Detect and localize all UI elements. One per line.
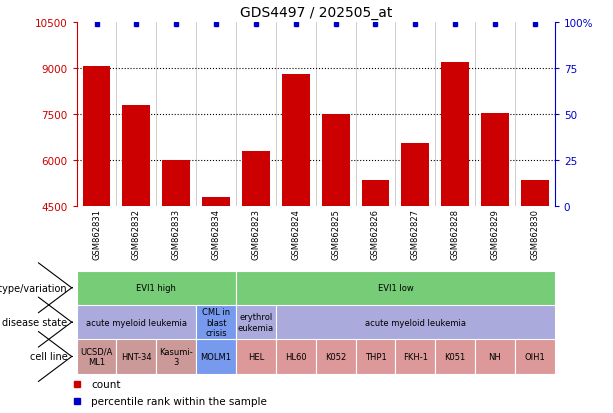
Text: CML in
blast
crisis: CML in blast crisis xyxy=(202,308,230,337)
Bar xyxy=(202,198,230,207)
Bar xyxy=(515,339,555,374)
Text: K052: K052 xyxy=(325,352,346,361)
Text: UCSD/A
ML1: UCSD/A ML1 xyxy=(80,347,113,366)
Text: disease state: disease state xyxy=(2,317,67,328)
Text: FKH-1: FKH-1 xyxy=(403,352,428,361)
Bar xyxy=(116,339,156,374)
Bar xyxy=(481,113,509,207)
Text: erythrol
eukemia: erythrol eukemia xyxy=(238,313,274,332)
Bar xyxy=(83,67,110,207)
Bar xyxy=(402,144,429,207)
Bar xyxy=(156,339,196,374)
Text: Kasumi-
3: Kasumi- 3 xyxy=(159,347,193,366)
Bar xyxy=(316,339,356,374)
Bar xyxy=(521,181,549,207)
Text: cell line: cell line xyxy=(29,351,67,362)
Text: acute myeloid leukemia: acute myeloid leukemia xyxy=(365,318,466,327)
Text: HEL: HEL xyxy=(248,352,264,361)
Bar xyxy=(356,339,395,374)
Bar xyxy=(435,339,475,374)
Bar xyxy=(276,305,555,339)
Text: count: count xyxy=(91,379,121,389)
Text: K051: K051 xyxy=(444,352,466,361)
Bar xyxy=(236,305,276,339)
Bar xyxy=(282,75,310,207)
Bar xyxy=(196,305,236,339)
Bar xyxy=(441,63,469,207)
Text: EVI1 high: EVI1 high xyxy=(136,284,177,292)
Title: GDS4497 / 202505_at: GDS4497 / 202505_at xyxy=(240,6,392,20)
Text: HL60: HL60 xyxy=(285,352,306,361)
Bar xyxy=(236,271,555,305)
Bar xyxy=(242,152,270,207)
Text: MOLM1: MOLM1 xyxy=(200,352,232,361)
Text: NH: NH xyxy=(489,352,501,361)
Bar xyxy=(395,339,435,374)
Text: percentile rank within the sample: percentile rank within the sample xyxy=(91,396,267,406)
Bar xyxy=(475,339,515,374)
Bar xyxy=(77,339,116,374)
Bar xyxy=(236,339,276,374)
Bar xyxy=(276,339,316,374)
Bar xyxy=(77,305,196,339)
Text: EVI1 low: EVI1 low xyxy=(378,284,413,292)
Bar xyxy=(322,115,349,207)
Text: HNT-34: HNT-34 xyxy=(121,352,151,361)
Bar xyxy=(196,339,236,374)
Text: acute myeloid leukemia: acute myeloid leukemia xyxy=(86,318,187,327)
Bar xyxy=(162,161,190,207)
Text: THP1: THP1 xyxy=(365,352,386,361)
Bar xyxy=(77,271,236,305)
Bar xyxy=(362,181,389,207)
Bar xyxy=(123,106,150,207)
Text: OIH1: OIH1 xyxy=(525,352,545,361)
Text: genotype/variation: genotype/variation xyxy=(0,283,67,293)
